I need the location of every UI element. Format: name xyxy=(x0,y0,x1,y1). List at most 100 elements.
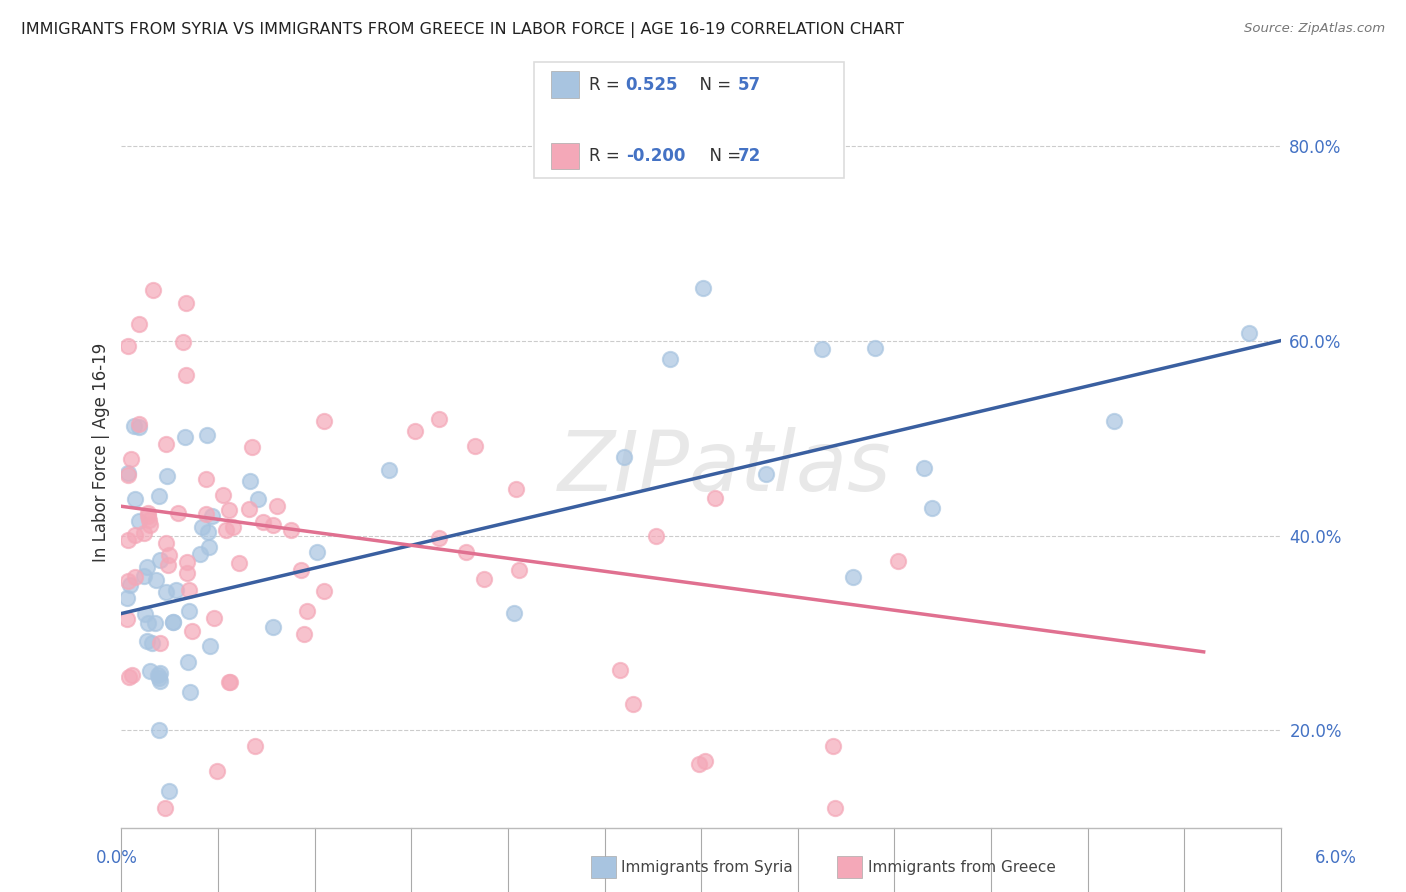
Point xyxy=(824,801,846,815)
Text: Immigrants from Greece: Immigrants from Greece xyxy=(868,860,1056,874)
Point xyxy=(174,368,197,382)
Point xyxy=(692,281,714,295)
Point xyxy=(117,339,139,353)
Point xyxy=(886,554,908,568)
Point xyxy=(177,583,200,598)
Point xyxy=(404,424,426,438)
Point xyxy=(115,612,138,626)
Point xyxy=(252,516,274,530)
Point xyxy=(134,607,156,621)
Text: R =: R = xyxy=(589,147,626,165)
Point xyxy=(228,556,250,570)
Point xyxy=(117,466,139,480)
Point xyxy=(704,491,727,506)
Point xyxy=(688,757,710,772)
Point xyxy=(243,739,266,753)
Point xyxy=(117,468,139,483)
Point xyxy=(134,525,156,540)
Text: 6.0%: 6.0% xyxy=(1315,849,1357,867)
Point xyxy=(157,549,180,563)
Point xyxy=(314,414,336,428)
Point xyxy=(115,591,138,606)
Point xyxy=(148,723,170,737)
Point xyxy=(149,666,172,681)
Point xyxy=(121,668,143,682)
Point xyxy=(124,418,146,433)
Point xyxy=(290,563,312,577)
Point xyxy=(198,640,221,654)
Text: N =: N = xyxy=(699,147,747,165)
Text: 57: 57 xyxy=(738,76,761,94)
Point xyxy=(146,668,169,682)
Point xyxy=(297,604,319,618)
Point xyxy=(194,472,217,486)
Point xyxy=(120,452,142,467)
Point xyxy=(118,670,141,684)
Point xyxy=(912,460,935,475)
Point xyxy=(176,566,198,581)
Point xyxy=(1239,326,1261,340)
Point xyxy=(136,507,159,521)
Point xyxy=(218,503,240,517)
Point xyxy=(693,754,716,768)
Text: N =: N = xyxy=(689,76,737,94)
Point xyxy=(238,475,260,489)
Point xyxy=(148,489,170,503)
Point xyxy=(174,296,197,310)
Point xyxy=(155,585,177,599)
Point xyxy=(155,536,177,550)
Point xyxy=(197,525,219,540)
Text: R =: R = xyxy=(589,76,630,94)
Point xyxy=(197,428,219,442)
Point xyxy=(176,555,198,569)
Point xyxy=(644,529,666,543)
Point xyxy=(128,417,150,431)
Point xyxy=(238,501,260,516)
Point xyxy=(454,545,477,559)
Point xyxy=(508,563,530,577)
Point xyxy=(179,685,201,699)
Point xyxy=(128,514,150,528)
Text: Source: ZipAtlas.com: Source: ZipAtlas.com xyxy=(1244,22,1385,36)
Point xyxy=(863,342,886,356)
Point xyxy=(201,509,224,524)
Point xyxy=(472,572,495,586)
Point xyxy=(162,615,184,629)
Point xyxy=(167,506,190,520)
Point xyxy=(222,520,245,534)
Point xyxy=(174,430,197,444)
Point xyxy=(1102,414,1125,428)
Point xyxy=(138,513,160,527)
Point xyxy=(181,624,204,638)
Point xyxy=(197,540,219,554)
Point xyxy=(262,517,284,532)
Text: 72: 72 xyxy=(738,147,762,165)
Point xyxy=(821,739,844,754)
Point xyxy=(149,636,172,650)
Point xyxy=(118,577,141,591)
Point xyxy=(921,501,943,516)
Point xyxy=(314,584,336,599)
Point xyxy=(191,520,214,534)
Point xyxy=(292,626,315,640)
Point xyxy=(157,783,180,797)
Point xyxy=(138,518,160,533)
Point xyxy=(202,611,225,625)
Point xyxy=(139,664,162,678)
Point xyxy=(165,582,187,597)
Point xyxy=(156,558,179,573)
Point xyxy=(142,283,165,297)
Point xyxy=(177,604,200,618)
Point xyxy=(117,574,139,589)
Point xyxy=(755,467,778,481)
Point xyxy=(135,560,157,574)
Text: IMMIGRANTS FROM SYRIA VS IMMIGRANTS FROM GREECE IN LABOR FORCE | AGE 16-19 CORRE: IMMIGRANTS FROM SYRIA VS IMMIGRANTS FROM… xyxy=(21,22,904,38)
Point xyxy=(124,492,146,507)
Point xyxy=(280,523,302,537)
Point xyxy=(502,606,524,620)
Point xyxy=(128,317,150,331)
Point xyxy=(148,671,170,685)
Point xyxy=(134,568,156,582)
Point xyxy=(117,533,139,547)
Point xyxy=(266,499,288,513)
